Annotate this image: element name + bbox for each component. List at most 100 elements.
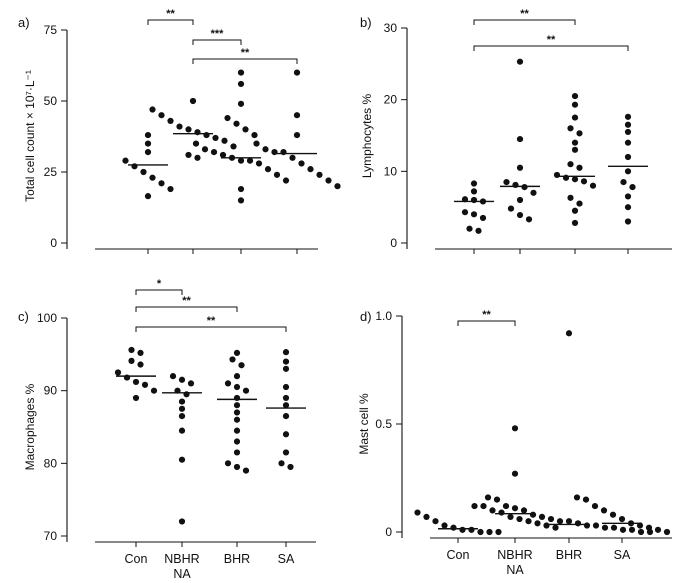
data-point [414, 509, 421, 516]
data-point [233, 427, 241, 434]
significance-label: * [157, 278, 162, 290]
data-point [144, 149, 152, 156]
data-point [233, 394, 241, 402]
significance-label: ** [207, 315, 216, 327]
data-point [282, 431, 290, 438]
data-point [573, 494, 581, 501]
data-point [183, 391, 190, 398]
significance-label: ** [547, 34, 556, 46]
data-point [224, 380, 232, 387]
data-point [178, 413, 186, 420]
data-point [287, 463, 294, 471]
data-point [571, 146, 579, 153]
data-point [637, 528, 645, 536]
data-point [280, 149, 287, 156]
data-point [316, 171, 323, 178]
data-point [553, 171, 561, 179]
data-point [233, 416, 241, 423]
y-tick-label: 80 [44, 456, 58, 470]
data-point [538, 513, 546, 520]
data-point [141, 381, 149, 388]
data-point [512, 181, 519, 189]
data-point [609, 511, 617, 518]
data-point [158, 112, 165, 119]
panel-label: c) [18, 309, 29, 324]
data-point [201, 146, 209, 153]
data-point [600, 507, 608, 514]
data-point [620, 178, 627, 186]
data-point [242, 126, 249, 133]
data-point [128, 346, 135, 354]
data-point [480, 502, 487, 510]
data-point [521, 184, 528, 191]
significance-bracket [473, 45, 629, 51]
data-point [576, 130, 583, 137]
data-point [468, 526, 475, 533]
data-point [233, 373, 241, 380]
data-point [169, 373, 177, 380]
data-point [516, 164, 524, 171]
data-point [167, 185, 174, 193]
category-sublabel: NA [173, 567, 191, 581]
significance-bracket [192, 58, 298, 64]
data-point [271, 149, 278, 156]
y-tick-label: 0 [390, 236, 397, 250]
data-point [237, 100, 245, 107]
data-point [210, 149, 218, 156]
data-point [495, 528, 502, 536]
category-label: BHR [224, 552, 250, 566]
data-point [589, 182, 597, 189]
data-point [264, 166, 272, 173]
data-point [571, 114, 579, 121]
data-point [498, 509, 505, 516]
y-tick-label: 0 [385, 525, 392, 539]
data-point [624, 204, 632, 211]
data-point [114, 369, 122, 376]
data-point [574, 520, 582, 527]
data-point [137, 361, 144, 368]
category-label: BHR [556, 548, 582, 562]
data-point [470, 188, 478, 195]
category-label: NBHR [164, 552, 199, 566]
panel-1: b) 0 10 20 30 Lymphocytes % ** ** [360, 8, 672, 254]
data-point [144, 131, 152, 139]
data-point [592, 522, 600, 529]
data-point [293, 112, 301, 119]
data-point [571, 92, 579, 100]
data-point [525, 518, 532, 525]
data-point [224, 460, 232, 467]
data-point [242, 387, 250, 394]
data-point [580, 178, 588, 185]
data-point [178, 427, 186, 434]
data-point [334, 183, 341, 190]
data-point [567, 194, 574, 201]
data-point [293, 131, 301, 139]
data-point [470, 196, 478, 204]
data-point [571, 176, 579, 183]
data-point [282, 177, 290, 184]
data-point [233, 463, 241, 471]
significance-bracket [192, 39, 242, 45]
data-point [233, 449, 241, 456]
data-point [278, 460, 285, 467]
data-point [229, 356, 236, 363]
data-point [583, 522, 591, 529]
data-point [477, 528, 484, 536]
panel-label: d) [360, 309, 372, 324]
y-tick-label: 20 [384, 93, 398, 107]
data-point [576, 200, 583, 207]
data-point [140, 168, 147, 176]
y-axis-label: Total cell count × 10⁷·L⁻¹ [23, 70, 37, 202]
data-point [571, 219, 579, 227]
data-point [571, 207, 579, 214]
significance-label: ** [241, 47, 250, 59]
data-point [516, 58, 524, 65]
data-point [556, 518, 564, 525]
y-tick-label: 0.5 [375, 417, 392, 431]
data-point [282, 365, 290, 372]
data-point [307, 166, 314, 173]
y-tick-label: 10 [384, 164, 398, 178]
data-point [571, 101, 579, 108]
data-point [470, 180, 478, 187]
